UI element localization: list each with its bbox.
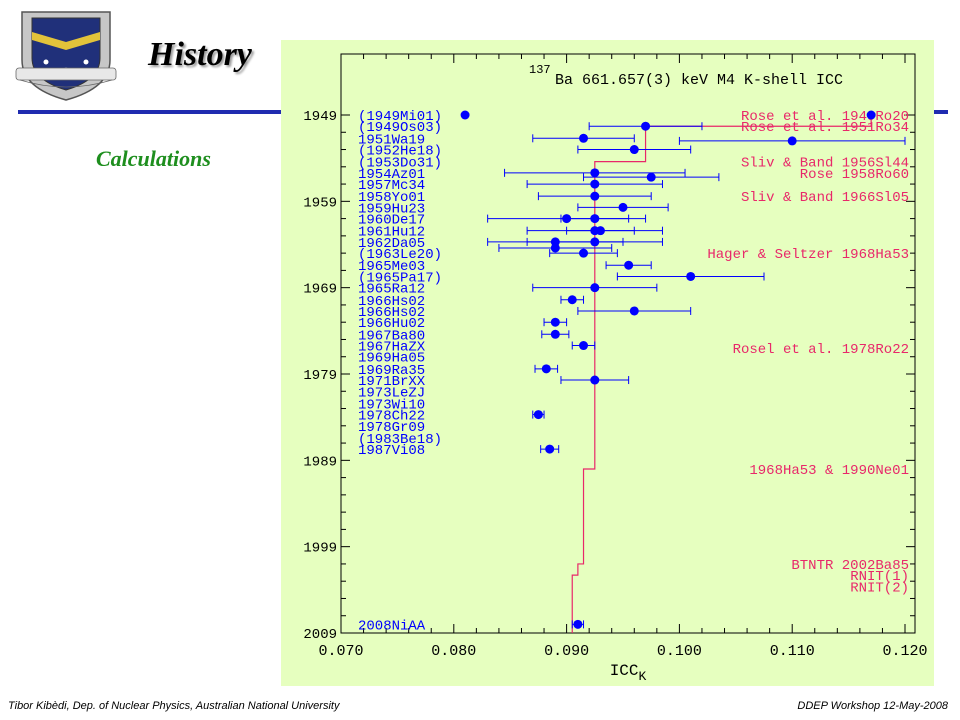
y-tick-label: 1999 (303, 541, 337, 557)
reference-label: 1973LeZJ (358, 385, 425, 401)
reference-label: 1969Ra35 (358, 363, 425, 379)
reference-data-point (590, 168, 600, 178)
measurement-data-point (550, 243, 560, 253)
reference-data-point (550, 329, 560, 339)
reference-label: 1978Gr09 (358, 420, 425, 436)
reference-data-point (629, 145, 639, 155)
calculation-label: Sliv & Band 1956Sl44 (741, 156, 909, 172)
y-tick-label: 1949 (303, 109, 337, 125)
reference-label: (1949Mi01) (358, 109, 442, 125)
calculation-label: Rose et al. 1949Ro20 (741, 109, 909, 125)
reference-label: 1966Hu02 (358, 316, 425, 332)
y-tick-label: 2009 (303, 627, 337, 643)
reference-label: 1960De17 (358, 213, 425, 229)
x-tick-label: 0.120 (882, 643, 927, 660)
reference-data-point (533, 410, 543, 420)
x-axis-label: ICCK (610, 662, 647, 684)
reference-label: 2008NiAA (358, 618, 426, 634)
footer-event: DDEP Workshop 12-May-2008 (797, 700, 948, 712)
calculation-label: 1968Ha53 & 1990Ne01 (749, 463, 909, 479)
reference-data-point (550, 317, 560, 327)
reference-data-point (579, 133, 589, 143)
reference-label: 1959Hu23 (358, 201, 425, 217)
measurement-data-point (866, 110, 876, 120)
reference-label: 1969Ha05 (358, 351, 425, 367)
x-tick-label: 0.110 (770, 643, 815, 660)
y-tick-label: 1979 (303, 368, 337, 384)
reference-data-point (629, 306, 639, 316)
reference-data-point (590, 375, 600, 385)
reference-label: 1967Ba80 (358, 328, 425, 344)
reference-data-point (579, 248, 589, 258)
x-tick-label: 0.100 (657, 643, 702, 660)
reference-label: 1987Vi08 (358, 443, 425, 459)
reference-label: 1966Hs02 (358, 294, 425, 310)
calculation-label: RNIT(2) (850, 580, 909, 596)
reference-label: 1973Wi10 (358, 397, 425, 413)
measurement-data-point (590, 237, 600, 247)
calculation-label: Rosel et al. 1978Ro22 (733, 342, 909, 358)
slide-title: History (148, 36, 252, 73)
reference-label: 1957Mc34 (358, 178, 425, 194)
calculation-label: Sliv & Band 1966Sl05 (741, 190, 909, 206)
slide-subtitle: Calculations (96, 146, 211, 171)
reference-data-point (590, 191, 600, 201)
reference-label: 1966Hs02 (358, 305, 425, 321)
calculation-label: Rose 1958Ro60 (800, 167, 909, 183)
measurement-data-point (562, 214, 572, 224)
calculation-label: Hager & Seltzer 1968Ha53 (707, 247, 909, 263)
icc-history-chart: 0.070 0.080 0.090 0.100 0.110 0.120 1949 1959 19… (281, 40, 934, 686)
reference-label: 1978Ch22 (358, 409, 425, 425)
x-axis-label-subscript: K (639, 669, 647, 684)
reference-label: 1965Ra12 (358, 282, 425, 298)
reference-label: 1958Yo01 (358, 190, 425, 206)
measurement-data-point (590, 226, 600, 236)
reference-data-point (567, 295, 577, 305)
calculation-label: Rose et al. 1951Ro34 (741, 120, 909, 136)
measurement-data-point (646, 172, 656, 182)
reference-label: 1967HaZX (358, 340, 426, 356)
reference-label: (1963Le20) (358, 247, 442, 263)
y-tick-label: 1959 (303, 195, 337, 211)
reference-data-point (590, 283, 600, 293)
reference-label: (1952He18) (358, 144, 442, 160)
reference-data-point (590, 179, 600, 189)
x-tick-label: 0.080 (431, 643, 476, 660)
chart-title-mass-number: 137 (529, 63, 551, 77)
calculation-label: BTNTR 2002Ba85 (791, 558, 909, 574)
chart-title: Ba 661.657(3) keV M4 K-shell ICC (555, 72, 843, 89)
measurement-data-point (787, 136, 797, 146)
x-tick-label: 0.070 (318, 643, 363, 660)
plot-frame (340, 53, 916, 634)
reference-data-point (545, 444, 555, 454)
reference-label: (1965Pa17) (358, 270, 442, 286)
reference-label: 1965Me03 (358, 259, 425, 275)
footer-author: Tibor Kibèdi, Dep. of Nuclear Physics, A… (8, 700, 340, 712)
reference-data-point (686, 271, 696, 281)
reference-data-point (624, 260, 634, 270)
y-tick-label: 1989 (303, 454, 337, 470)
reference-label: 1971BrXX (358, 374, 426, 390)
chart-canvas: 0.070 0.080 0.090 0.100 0.110 0.120 1949 1959 19… (303, 53, 928, 684)
reference-data-point (579, 341, 589, 351)
reference-data-point (460, 110, 470, 120)
reference-label: (1949Os03) (358, 120, 442, 136)
reference-data-point (573, 619, 583, 629)
measurement-data-point (641, 121, 651, 131)
calculation-step-line (571, 115, 872, 633)
reference-label: 1951Wa19 (358, 132, 425, 148)
reference-data-point (618, 202, 628, 212)
reference-data-point (541, 364, 551, 374)
x-tick-label: 0.090 (544, 643, 589, 660)
reference-label: (1983Be18) (358, 432, 442, 448)
calculation-label: RNIT(1) (850, 569, 909, 585)
university-crest-logo (15, 11, 117, 101)
reference-label: 1954Az01 (358, 167, 425, 183)
reference-label: (1953Do31) (358, 156, 442, 172)
y-tick-label: 1969 (303, 282, 337, 298)
reference-label: 1962Da05 (358, 236, 425, 252)
reference-label: 1961Hu12 (358, 225, 425, 241)
